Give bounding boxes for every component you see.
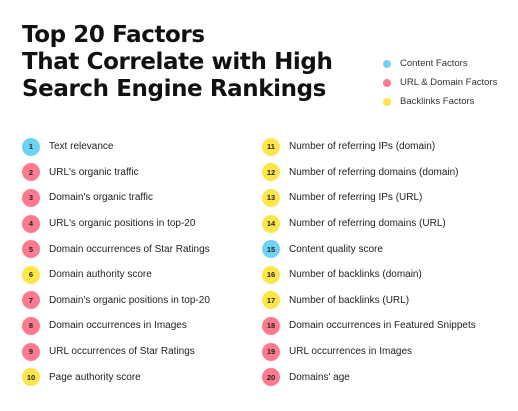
- factor-label: Domain occurrences of Star Ratings: [49, 243, 210, 255]
- factor-item: 8 Domain occurrences in Images: [22, 313, 210, 339]
- rank-badge: 11: [262, 137, 280, 156]
- rank-badge: 13: [262, 188, 280, 207]
- rank-badge: 16: [262, 265, 280, 284]
- factor-label: Text relevance: [49, 141, 114, 153]
- factor-item: 9 URL occurrences of Star Ratings: [22, 339, 210, 365]
- rank-badge: 14: [262, 214, 280, 233]
- factor-label: Page authority score: [49, 371, 141, 383]
- url-domain-dot-icon: [383, 78, 391, 87]
- title-line: Top 20 Factors: [22, 22, 205, 48]
- rank-badge: 4: [22, 214, 40, 233]
- factor-label: Number of referring domains (domain): [289, 166, 459, 178]
- factor-label: URL's organic traffic: [49, 166, 139, 178]
- rank-badge: 6: [22, 265, 40, 284]
- rank-badge: 19: [262, 342, 280, 361]
- rank-badge: 12: [262, 163, 280, 182]
- factor-item: 15 Content quality score: [262, 236, 476, 262]
- factor-item: 10 Page authority score: [22, 364, 210, 390]
- content-dot-icon: [383, 59, 391, 68]
- factor-label: Content quality score: [289, 243, 383, 255]
- factor-label: URL occurrences of Star Ratings: [49, 346, 195, 358]
- factor-item: 16 Number of backlinks (domain): [262, 262, 476, 288]
- factor-label: Domain occurrences in Featured Snippets: [289, 320, 476, 332]
- rank-badge: 15: [262, 240, 280, 259]
- factor-item: 13 Number of referring IPs (URL): [262, 185, 476, 211]
- legend-item-backlinks: Backlinks Factors: [383, 92, 497, 111]
- factor-item: 5 Domain occurrences of Star Ratings: [22, 236, 210, 262]
- rank-badge: 1: [22, 137, 40, 156]
- rank-badge: 20: [262, 368, 280, 387]
- rank-badge: 5: [22, 240, 40, 259]
- factor-label: Domains' age: [289, 371, 350, 383]
- factor-label: Number of referring IPs (domain): [289, 141, 436, 153]
- rank-badge: 9: [22, 342, 40, 361]
- legend-item-content: Content Factors: [383, 54, 497, 73]
- factor-item: 4 URL's organic positions in top-20: [22, 211, 210, 237]
- factor-label: Number of backlinks (domain): [289, 269, 422, 281]
- factor-item: 1 Text relevance: [22, 134, 210, 160]
- legend: Content Factors URL & Domain Factors Bac…: [383, 54, 497, 111]
- factor-list-left: 1 Text relevance 2 URL's organic traffic 3…: [22, 134, 210, 390]
- factor-label: Domain authority score: [49, 269, 152, 281]
- legend-label: Backlinks Factors: [400, 96, 475, 107]
- rank-badge: 2: [22, 163, 40, 182]
- backlinks-dot-icon: [383, 97, 391, 106]
- factor-label: Number of backlinks (URL): [289, 294, 410, 306]
- rank-badge: 17: [262, 291, 280, 310]
- factor-item: 6 Domain authority score: [22, 262, 210, 288]
- title-line: Search Engine Rankings: [22, 76, 326, 102]
- factor-item: 19 URL occurrences in Images: [262, 339, 476, 365]
- factor-label: URL occurrences in Images: [289, 346, 413, 358]
- factor-item: 3 Domain's organic traffic: [22, 185, 210, 211]
- factor-item: 11 Number of referring IPs (domain): [262, 134, 476, 160]
- legend-label: URL & Domain Factors: [400, 77, 498, 88]
- title-line: That Correlate with High: [22, 49, 333, 75]
- rank-badge: 10: [22, 368, 40, 387]
- factor-item: 14 Number of referring domains (URL): [262, 211, 476, 237]
- factor-item: 17 Number of backlinks (URL): [262, 288, 476, 314]
- rank-badge: 8: [22, 316, 40, 335]
- legend-label: Content Factors: [400, 58, 468, 69]
- factor-item: 20 Domains' age: [262, 364, 476, 390]
- rank-badge: 7: [22, 291, 40, 310]
- factor-label: Number of referring IPs (URL): [289, 192, 423, 204]
- rank-badge: 18: [262, 316, 280, 335]
- factor-item: 7 Domain's organic positions in top-20: [22, 288, 210, 314]
- factor-label: Number of referring domains (URL): [289, 218, 446, 230]
- page-title: Top 20 Factors That Correlate with High …: [22, 22, 342, 103]
- factor-label: Domain's organic traffic: [49, 192, 153, 204]
- factor-item: 18 Domain occurrences in Featured Snippet…: [262, 313, 476, 339]
- factor-label: Domain's organic positions in top-20: [49, 294, 210, 306]
- factor-label: Domain occurrences in Images: [49, 320, 187, 332]
- factor-list-right: 11 Number of referring IPs (domain) 12 Num…: [262, 134, 476, 390]
- factor-item: 12 Number of referring domains (domain): [262, 160, 476, 186]
- legend-item-url-domain: URL & Domain Factors: [383, 73, 497, 92]
- factor-item: 2 URL's organic traffic: [22, 160, 210, 186]
- rank-badge: 3: [22, 188, 40, 207]
- factor-label: URL's organic positions in top-20: [49, 218, 196, 230]
